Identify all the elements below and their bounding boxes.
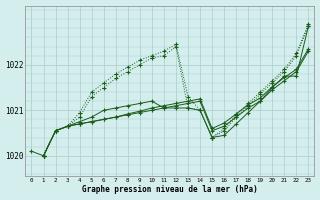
X-axis label: Graphe pression niveau de la mer (hPa): Graphe pression niveau de la mer (hPa) <box>82 185 258 194</box>
